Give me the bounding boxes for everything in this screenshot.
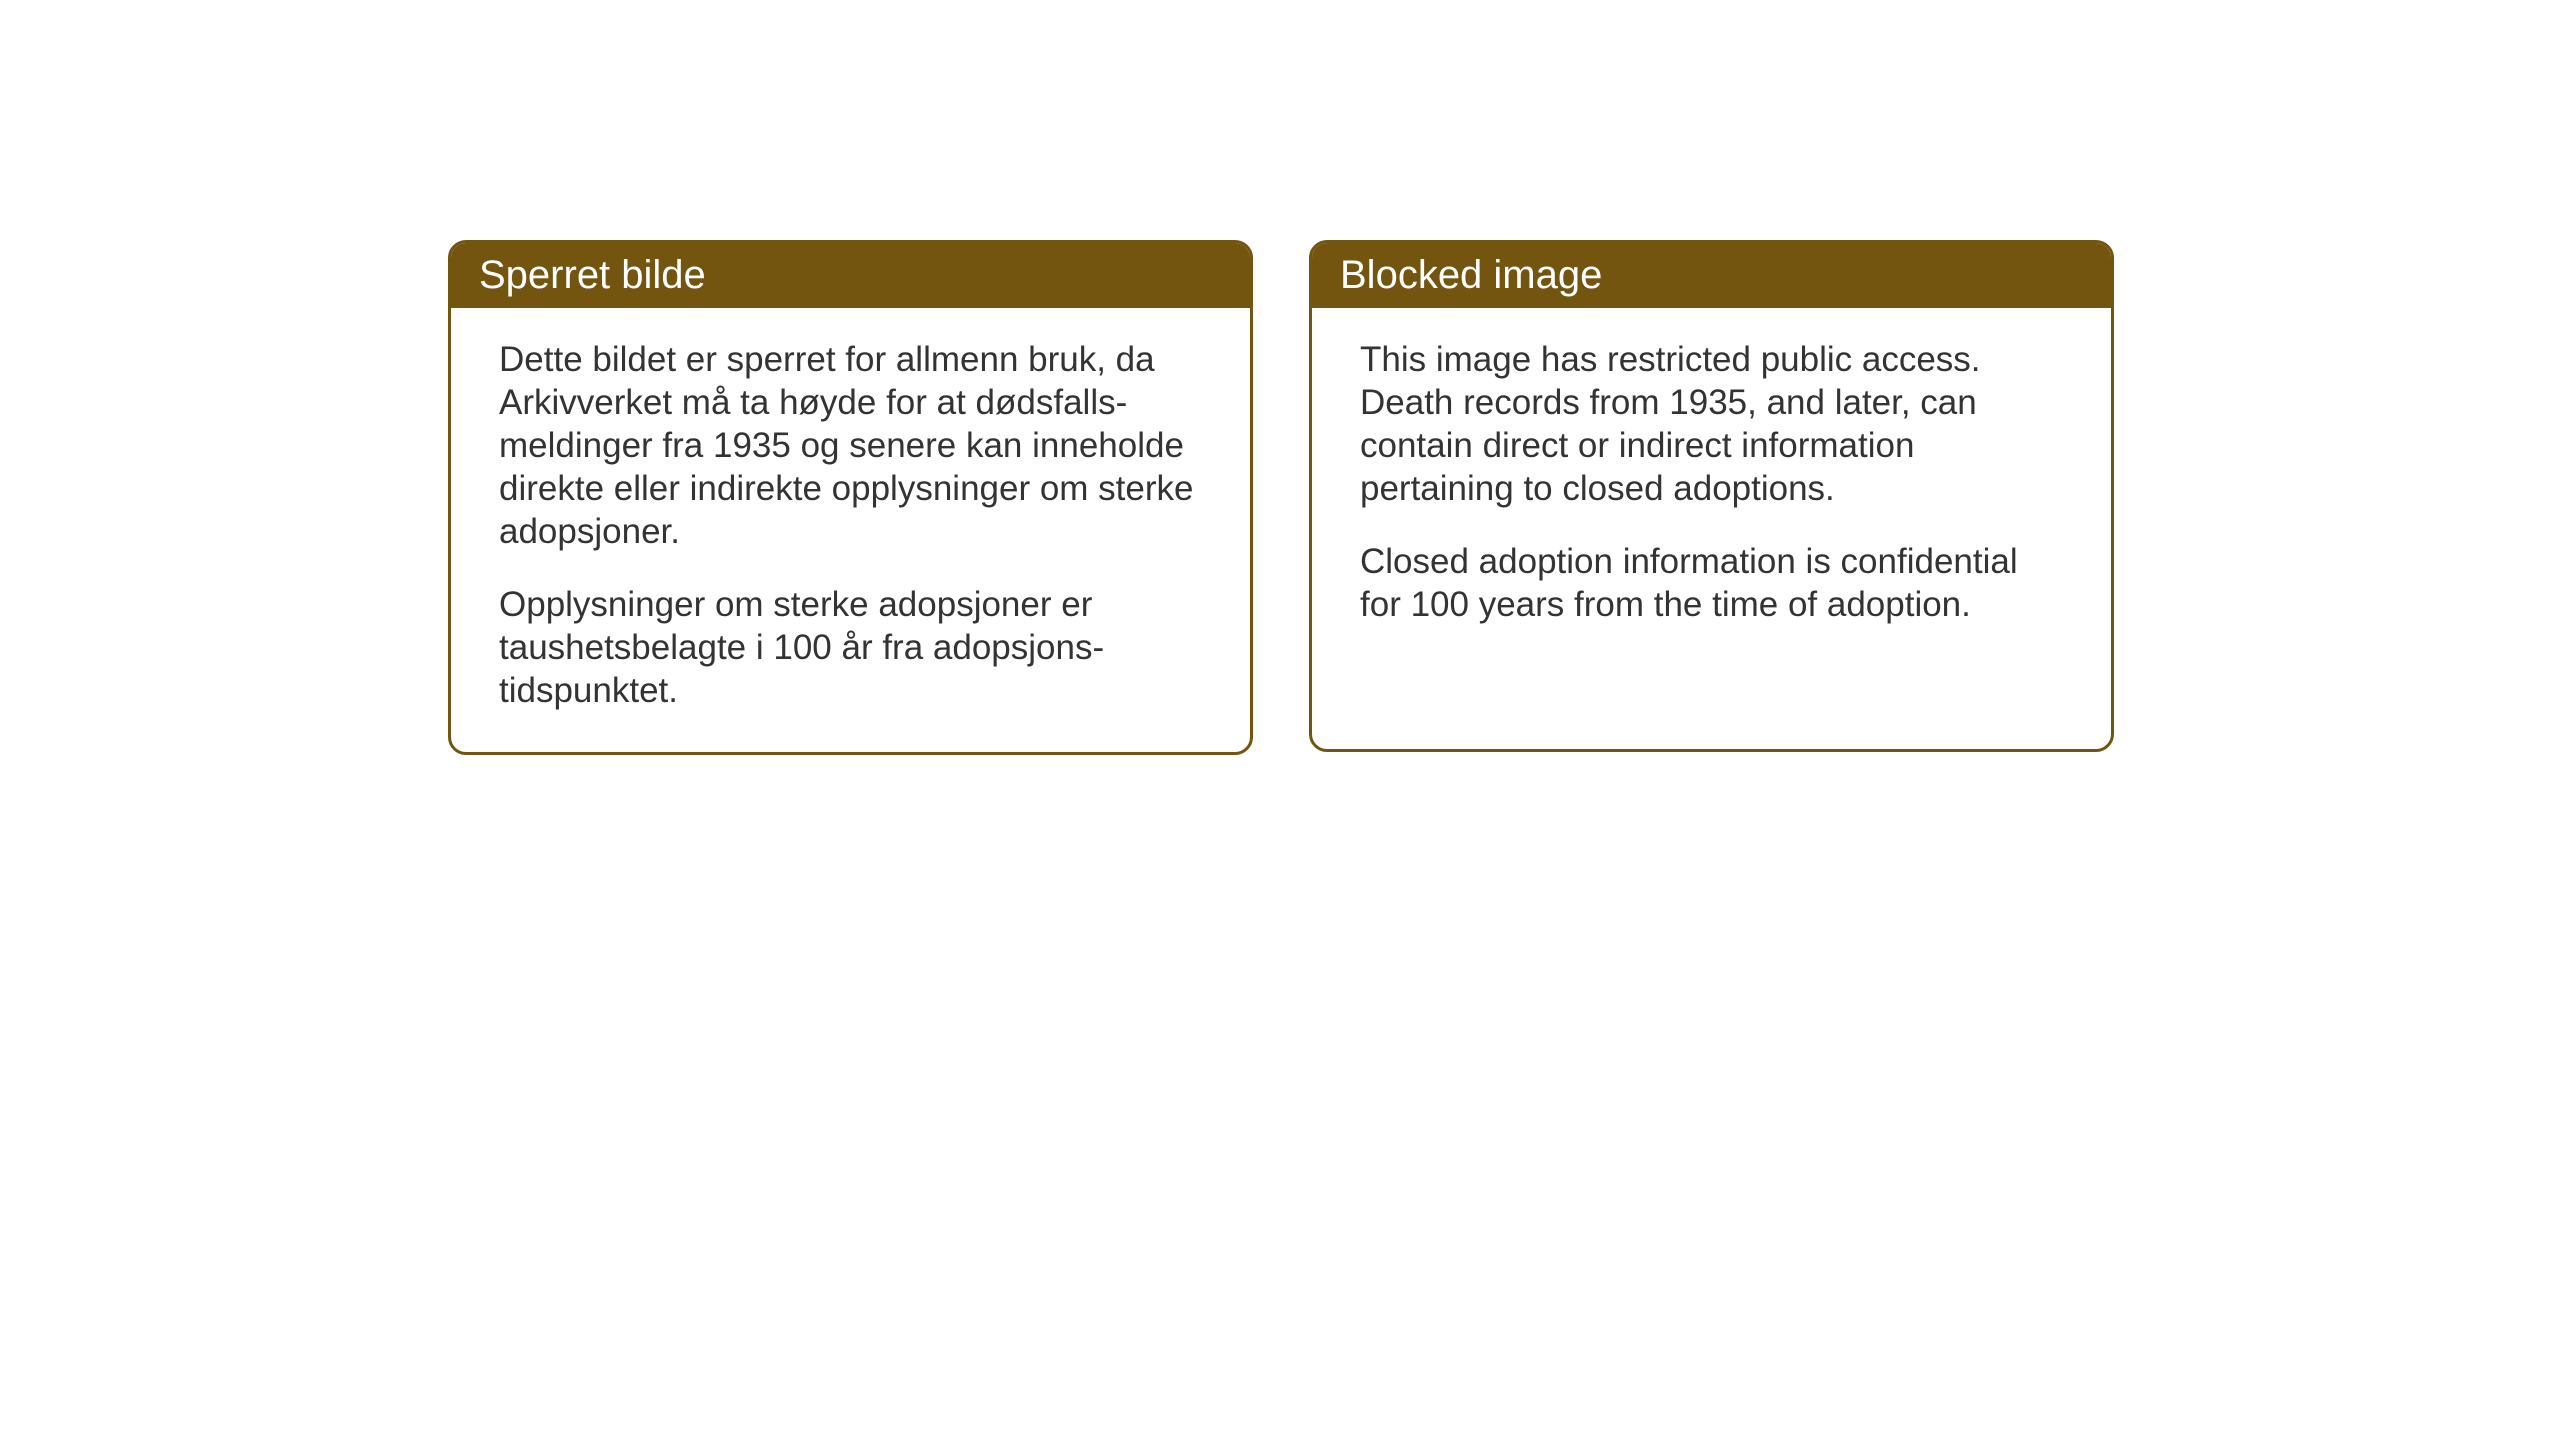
notice-body-norwegian: Dette bildet er sperret for allmenn bruk… [451, 308, 1250, 752]
notice-container: Sperret bilde Dette bildet er sperret fo… [448, 240, 2114, 755]
notice-paragraph-2: Closed adoption information is confident… [1360, 540, 2063, 626]
notice-card-norwegian: Sperret bilde Dette bildet er sperret fo… [448, 240, 1253, 755]
notice-paragraph-2: Opplysninger om sterke adopsjoner er tau… [499, 583, 1202, 712]
notice-body-english: This image has restricted public access.… [1312, 308, 2111, 666]
notice-paragraph-1: This image has restricted public access.… [1360, 338, 2063, 510]
notice-header-norwegian: Sperret bilde [451, 243, 1250, 308]
notice-card-english: Blocked image This image has restricted … [1309, 240, 2114, 752]
notice-paragraph-1: Dette bildet er sperret for allmenn bruk… [499, 338, 1202, 553]
notice-header-english: Blocked image [1312, 243, 2111, 308]
